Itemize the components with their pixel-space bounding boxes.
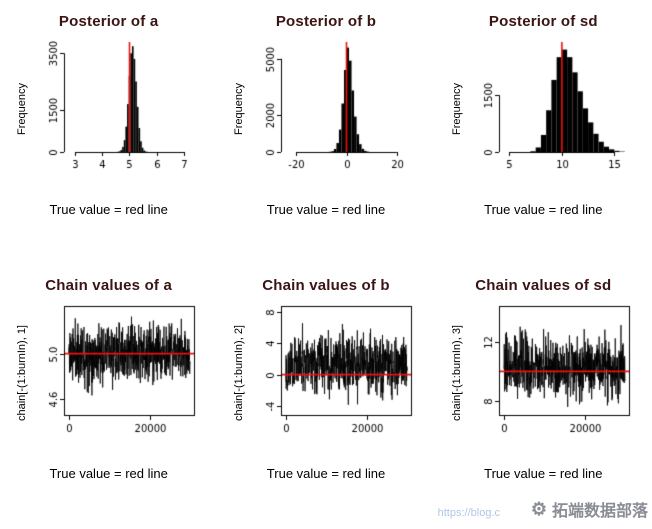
plot-area-chain-sd: chain[-(1:burnIn), 3] [435,300,652,446]
watermark-url: https://blog.c [437,507,500,519]
plot-title-posterior-b: Posterior of b [275,13,377,30]
chain-a-canvas [30,300,203,446]
plot-title-chain-sd: Chain values of sd [475,277,612,294]
watermark: ⚙ 拓端数据部落 [531,497,648,521]
plot-title-posterior-a: Posterior of a [58,13,159,30]
plot-area-posterior-sd: Frequency [435,36,652,182]
subplot-chain-sd: Chain values of sd chain[-(1:burnIn), 3]… [435,264,652,529]
posterior-a-canvas [30,36,203,182]
plot-area-posterior-b: Frequency [217,36,434,182]
caption-true-value: True value = red line [266,466,386,481]
subplot-chain-a: Chain values of a chain[-(1:burnIn), 1] … [0,264,217,529]
y-axis-label-chain-2: chain[-(1:burnIn), 2] [233,325,246,421]
plot-title-posterior-sd: Posterior of sd [488,13,598,30]
caption-true-value: True value = red line [49,466,168,481]
subplot-chain-b: Chain values of b chain[-(1:burnIn), 2] … [217,264,434,529]
caption-true-value: True value = red line [266,202,386,217]
y-axis-label-frequency: Frequency [233,83,246,135]
subplot-posterior-b: Posterior of b Frequency True value = re… [217,0,434,264]
caption-true-value: True value = red line [484,202,603,217]
chain-b-canvas [247,300,420,446]
posterior-b-canvas [247,36,420,182]
posterior-sd-canvas [464,36,637,182]
plot-area-chain-b: chain[-(1:burnIn), 2] [217,300,434,446]
watermark-gear-logo-icon: ⚙ [530,499,547,519]
plot-area-posterior-a: Frequency [0,36,217,182]
subplot-posterior-a: Posterior of a Frequency True value = re… [0,0,217,264]
plot-title-chain-b: Chain values of b [262,277,390,294]
y-axis-label-frequency: Frequency [16,83,29,135]
plot-title-chain-a: Chain values of a [45,277,173,294]
caption-true-value: True value = red line [49,202,168,217]
subplot-posterior-sd: Posterior of sd Frequency True value = r… [435,0,652,264]
caption-true-value: True value = red line [484,466,603,481]
watermark-text: 拓端数据部落 [551,503,648,520]
chain-sd-canvas [464,300,637,446]
y-axis-label-frequency: Frequency [450,83,463,135]
plot-area-chain-a: chain[-(1:burnIn), 1] [0,300,217,446]
y-axis-label-chain-3: chain[-(1:burnIn), 3] [450,325,463,421]
y-axis-label-chain-1: chain[-(1:burnIn), 1] [16,325,29,421]
